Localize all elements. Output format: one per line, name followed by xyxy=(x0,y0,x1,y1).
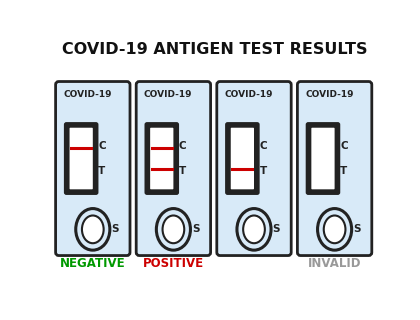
FancyBboxPatch shape xyxy=(297,82,372,256)
Ellipse shape xyxy=(318,209,352,250)
Text: S: S xyxy=(111,224,119,234)
Text: T: T xyxy=(260,166,267,176)
FancyBboxPatch shape xyxy=(217,82,291,256)
Text: COVID-19: COVID-19 xyxy=(305,90,354,99)
Text: T: T xyxy=(179,166,186,176)
Text: T: T xyxy=(340,166,347,176)
Ellipse shape xyxy=(82,215,104,243)
FancyBboxPatch shape xyxy=(226,124,258,194)
Text: COVID-19: COVID-19 xyxy=(225,90,273,99)
Text: INVALID: INVALID xyxy=(308,257,361,270)
Text: C: C xyxy=(340,141,348,151)
Ellipse shape xyxy=(237,209,271,250)
Ellipse shape xyxy=(243,215,265,243)
FancyBboxPatch shape xyxy=(307,124,339,194)
FancyBboxPatch shape xyxy=(55,82,130,256)
Text: POSITIVE: POSITIVE xyxy=(143,257,204,270)
FancyBboxPatch shape xyxy=(136,82,210,256)
Text: C: C xyxy=(260,141,267,151)
FancyBboxPatch shape xyxy=(150,128,173,189)
Ellipse shape xyxy=(76,209,110,250)
FancyBboxPatch shape xyxy=(231,128,254,189)
Text: S: S xyxy=(273,224,280,234)
Text: C: C xyxy=(179,141,186,151)
Text: C: C xyxy=(98,141,106,151)
Ellipse shape xyxy=(324,215,346,243)
Text: COVID-19: COVID-19 xyxy=(63,90,112,99)
Text: S: S xyxy=(353,224,361,234)
Text: T: T xyxy=(98,166,105,176)
Text: S: S xyxy=(192,224,199,234)
Text: NEGATIVE: NEGATIVE xyxy=(60,257,126,270)
Ellipse shape xyxy=(163,215,184,243)
FancyBboxPatch shape xyxy=(65,124,97,194)
FancyBboxPatch shape xyxy=(70,128,93,189)
Text: COVID-19: COVID-19 xyxy=(144,90,192,99)
Text: COVID-19 ANTIGEN TEST RESULTS: COVID-19 ANTIGEN TEST RESULTS xyxy=(63,42,368,57)
FancyBboxPatch shape xyxy=(311,128,335,189)
FancyBboxPatch shape xyxy=(146,124,178,194)
Ellipse shape xyxy=(156,209,190,250)
